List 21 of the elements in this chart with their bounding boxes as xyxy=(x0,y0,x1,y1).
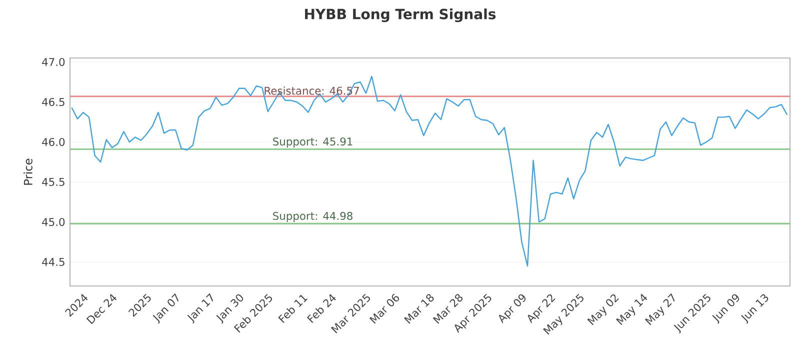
y-tick-label: 45.5 xyxy=(42,178,64,186)
y-tick-label: 47.0 xyxy=(42,58,65,66)
x-tick-label: Mar 06 xyxy=(369,294,400,324)
y-tick-label: 44.5 xyxy=(42,258,64,266)
x-tick-label: Dec 24 xyxy=(86,294,116,324)
x-tick-label: Mar 18 xyxy=(404,294,434,324)
x-tick-label: Feb 11 xyxy=(278,294,308,324)
x-tick-label: Jan 07 xyxy=(152,293,179,324)
y-axis-title: Price xyxy=(24,158,32,185)
chart-title: HYBB Long Term Signals xyxy=(305,8,496,22)
y-tick-label: 45.0 xyxy=(42,218,65,226)
x-tick-label: Jun 09 xyxy=(712,294,739,324)
x-tick-label: Jan 17 xyxy=(187,293,214,324)
ref-line-label: Support: 45.91 xyxy=(273,137,352,148)
x-tick-label: Jun 13 xyxy=(741,294,768,324)
x-tick-label: Feb 24 xyxy=(306,294,336,324)
line-series xyxy=(71,76,788,267)
x-tick-label: Apr 09 xyxy=(498,294,526,324)
ref-line-label: Support: 44.98 xyxy=(273,212,352,222)
y-tick-label: 46.5 xyxy=(42,98,64,106)
y-tick-label: 46.0 xyxy=(42,138,65,146)
